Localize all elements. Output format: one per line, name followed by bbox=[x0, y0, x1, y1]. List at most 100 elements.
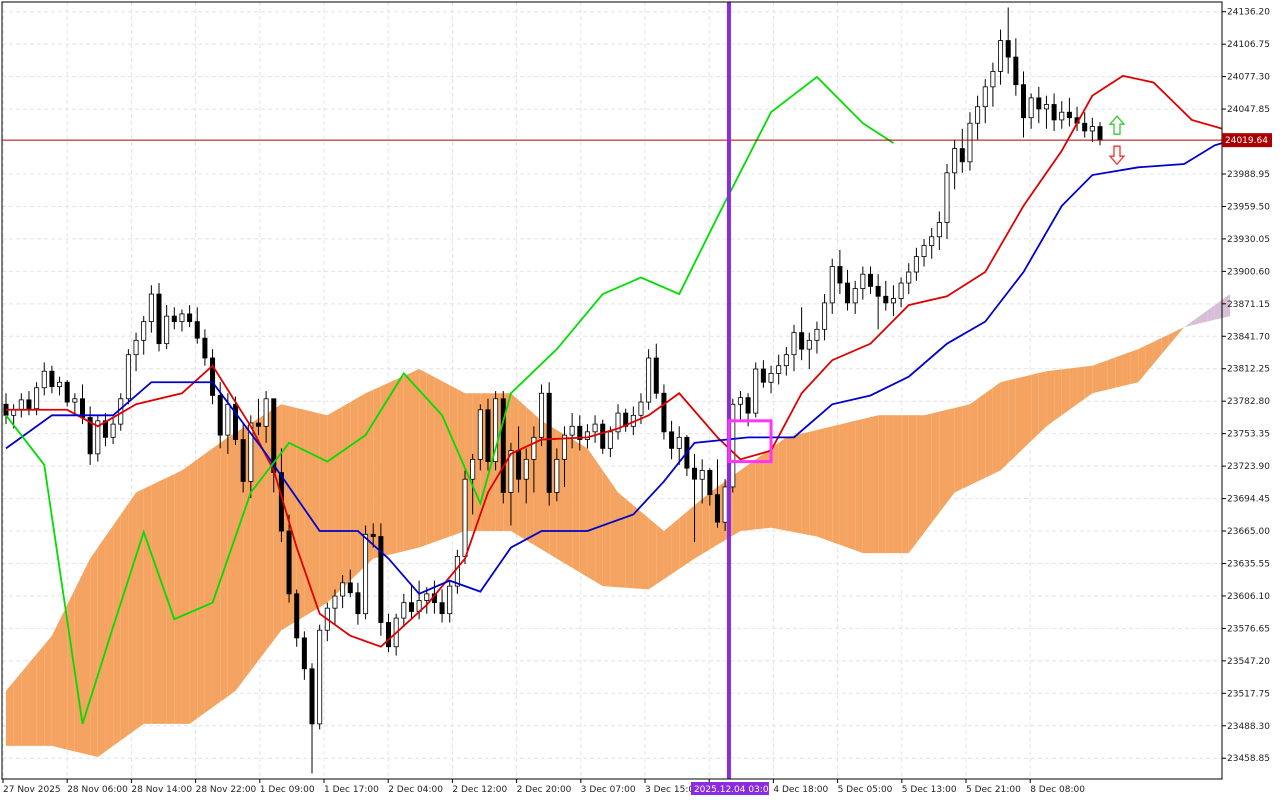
candle-body bbox=[1089, 126, 1095, 132]
kumo-segment bbox=[6, 681, 14, 746]
kumo-segment bbox=[197, 453, 205, 719]
kumo-segment bbox=[847, 420, 856, 551]
candle-body bbox=[179, 313, 185, 323]
candle-body bbox=[852, 288, 858, 304]
kumo-segment bbox=[1168, 330, 1177, 346]
candle-body bbox=[462, 478, 468, 557]
candle-body bbox=[485, 409, 491, 462]
candle-body bbox=[936, 222, 942, 238]
candle-body bbox=[133, 339, 139, 356]
kumo-segment bbox=[839, 422, 848, 548]
candle-body bbox=[730, 403, 736, 488]
kumo-segment bbox=[1054, 369, 1062, 421]
grid bbox=[2, 2, 1222, 779]
x-tick-label: 5 Dec 21:00 bbox=[966, 785, 1021, 795]
kumo-segment bbox=[36, 644, 45, 746]
kumo-segment bbox=[656, 524, 664, 585]
kumo-segment bbox=[862, 417, 871, 554]
candle-body bbox=[500, 398, 506, 493]
candle-body bbox=[822, 302, 828, 330]
kumo-segment bbox=[296, 407, 305, 622]
candle-body bbox=[913, 256, 919, 273]
kumo-segment bbox=[640, 511, 649, 590]
candle-body bbox=[87, 417, 93, 455]
candle-body bbox=[592, 423, 598, 433]
arrow-down-shape bbox=[1108, 145, 1126, 166]
kumo-segment bbox=[801, 431, 810, 536]
plot-frame bbox=[1, 1, 1223, 780]
kumo-segment bbox=[373, 386, 381, 559]
y-tick-label: 23753.35 bbox=[1227, 430, 1270, 440]
candle-body bbox=[477, 409, 483, 460]
y-tick-label: 23900.60 bbox=[1227, 267, 1270, 277]
kumo-segment bbox=[388, 379, 397, 555]
time-axis[interactable]: 27 Nov 2025 28 Nov 06:00 28 Nov 14:00 28 No… bbox=[2, 779, 1085, 795]
kumo-segment bbox=[120, 503, 129, 741]
kumo-segment bbox=[1115, 354, 1123, 388]
kumo-segment bbox=[243, 423, 251, 681]
candle-body bbox=[332, 595, 338, 609]
candle-body bbox=[263, 398, 269, 427]
kumo-segment bbox=[189, 459, 198, 724]
candle-body bbox=[898, 282, 904, 299]
price-axis[interactable]: 24136.20 24106.75 24077.30 24047.85 23988.95… bbox=[1222, 8, 1272, 765]
candle-body bbox=[148, 293, 154, 323]
kumo-segment bbox=[1207, 305, 1215, 322]
candle-body bbox=[623, 412, 629, 427]
candle-body bbox=[1066, 111, 1072, 119]
candle-body bbox=[340, 582, 346, 597]
y-tick-label: 23458.85 bbox=[1227, 754, 1270, 764]
candle-body bbox=[248, 422, 254, 482]
kumo-segment bbox=[809, 429, 817, 537]
kumo-segment bbox=[1138, 345, 1146, 383]
kumo-segment bbox=[924, 413, 932, 533]
candle-body bbox=[883, 295, 889, 304]
kumo-segment bbox=[1069, 367, 1078, 410]
candle-body bbox=[447, 585, 453, 615]
candle-body bbox=[638, 401, 644, 416]
candle-body bbox=[1020, 84, 1027, 119]
arrow-up-shape bbox=[1108, 115, 1126, 135]
kumo-segment bbox=[939, 409, 947, 513]
candle-body bbox=[561, 434, 567, 460]
x-tick-label: 3 Dec 15:00 bbox=[645, 785, 700, 795]
candle-body bbox=[653, 357, 659, 394]
candle-body bbox=[370, 533, 376, 537]
x-tick-label: 4 Dec 18:00 bbox=[773, 785, 828, 795]
candle-body bbox=[577, 425, 583, 440]
kijun-line bbox=[5, 140, 1231, 595]
kumo-segment bbox=[579, 443, 588, 577]
candle-body bbox=[860, 273, 866, 289]
kumo-segment bbox=[166, 474, 175, 724]
kumo-segment bbox=[870, 415, 879, 554]
candle-body bbox=[714, 494, 720, 523]
kumo-segment bbox=[686, 505, 695, 564]
candle-body bbox=[1028, 97, 1034, 119]
candle-body bbox=[867, 273, 873, 287]
kumo-segment bbox=[44, 635, 52, 746]
y-tick-label: 23606.10 bbox=[1227, 592, 1270, 602]
cursor-time-tag-bg bbox=[690, 782, 769, 795]
kumo-segment bbox=[128, 492, 137, 735]
kumo-segment bbox=[740, 464, 749, 532]
x-tick-label: 28 Nov 22:00 bbox=[196, 785, 257, 795]
kumo-segment bbox=[434, 377, 443, 543]
candle-body bbox=[806, 339, 812, 350]
kumo-segment bbox=[679, 511, 687, 569]
kumo-segment bbox=[694, 498, 703, 559]
kumo-segment bbox=[763, 448, 772, 529]
candle-body bbox=[753, 368, 759, 414]
kumo-segment bbox=[610, 481, 619, 588]
y-tick-label: 23988.95 bbox=[1227, 170, 1270, 180]
kumo-segment bbox=[1191, 316, 1200, 326]
candle-body bbox=[187, 313, 193, 323]
candle-body bbox=[783, 354, 789, 367]
candle-body bbox=[210, 357, 216, 396]
kumo-segment bbox=[21, 663, 29, 746]
y-tick-label: 24106.75 bbox=[1227, 40, 1270, 50]
kumo-segment bbox=[878, 415, 886, 554]
candle-body bbox=[317, 629, 323, 725]
kumo-segment bbox=[151, 481, 160, 724]
kumo-segment bbox=[51, 620, 60, 748]
